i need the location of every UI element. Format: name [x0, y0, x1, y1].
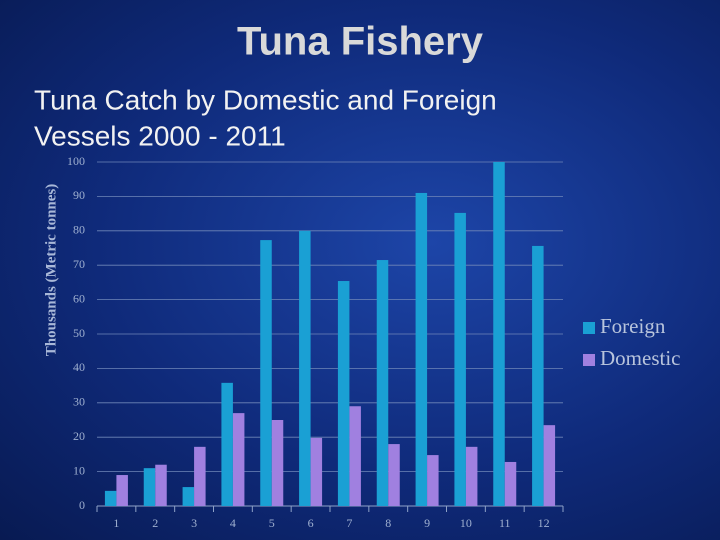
bar [454, 212, 466, 507]
bar [504, 461, 517, 506]
bar [221, 382, 233, 506]
legend-swatch [583, 354, 595, 366]
bar [143, 468, 156, 506]
subtitle-line: Tuna Catch by Domestic and Foreign [34, 84, 497, 115]
legend-label: Foreign [600, 314, 666, 338]
bar [182, 487, 195, 506]
bar [104, 490, 117, 506]
y-tick-label: 70 [73, 257, 85, 271]
y-tick-label: 80 [73, 223, 85, 237]
bar [271, 420, 284, 506]
y-tick-label: 20 [73, 429, 85, 443]
x-tick-label: 4 [230, 516, 236, 530]
y-tick-label: 40 [73, 360, 85, 374]
x-tick-label: 1 [113, 516, 119, 530]
bar [349, 406, 361, 506]
bar [532, 245, 544, 506]
legend-swatch [583, 322, 595, 334]
x-tick-label: 11 [499, 516, 511, 530]
bar [260, 240, 272, 506]
legend-label: Domestic [600, 346, 680, 370]
x-tick-label: 9 [424, 516, 430, 530]
x-tick-label: 7 [346, 516, 352, 530]
bar [415, 192, 428, 506]
bar [194, 446, 206, 506]
y-tick-label: 10 [73, 463, 85, 477]
y-tick-label: 60 [73, 291, 85, 305]
y-tick-label: 90 [73, 188, 85, 202]
x-tick-label: 2 [152, 516, 158, 530]
bar [310, 437, 323, 506]
y-tick-label: 50 [73, 326, 85, 340]
bar [427, 455, 439, 506]
x-tick-label: 3 [191, 516, 197, 530]
bar [299, 230, 311, 507]
bar [155, 464, 167, 506]
bar [465, 446, 478, 506]
y-tick-label: 0 [79, 498, 85, 512]
bar [543, 425, 556, 506]
x-tick-label: 5 [269, 516, 275, 530]
x-tick-label: 10 [460, 516, 472, 530]
bar [493, 162, 505, 506]
bar [388, 444, 400, 506]
y-tick-label: 30 [73, 395, 85, 409]
y-axis-label: Thousands (Metric tonnes) [43, 184, 59, 357]
x-tick-label: 12 [538, 516, 550, 530]
bar [337, 281, 350, 506]
bar [376, 260, 389, 506]
subtitle-line: Vessels 2000 - 2011 [34, 120, 286, 151]
slide-title: Tuna Fishery [237, 20, 484, 64]
x-tick-label: 6 [308, 516, 314, 530]
y-tick-label: 100 [67, 154, 85, 168]
x-tick-label: 8 [385, 516, 391, 530]
bar [116, 475, 128, 506]
bar [232, 413, 245, 506]
